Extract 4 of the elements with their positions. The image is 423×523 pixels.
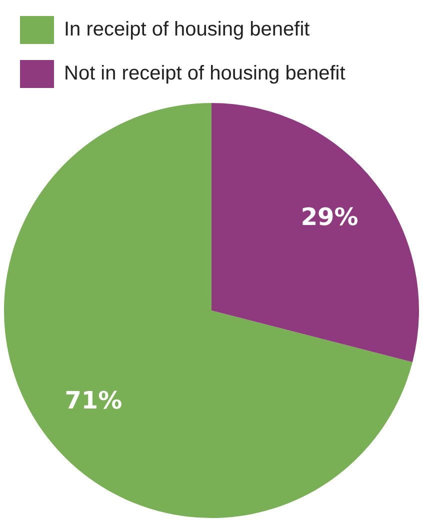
legend-label: Not in receipt of housing benefit	[64, 62, 346, 85]
data-label: 29%	[300, 203, 358, 232]
data-label: 71%	[64, 386, 122, 414]
legend-label: In receipt of housing benefit	[64, 18, 310, 41]
